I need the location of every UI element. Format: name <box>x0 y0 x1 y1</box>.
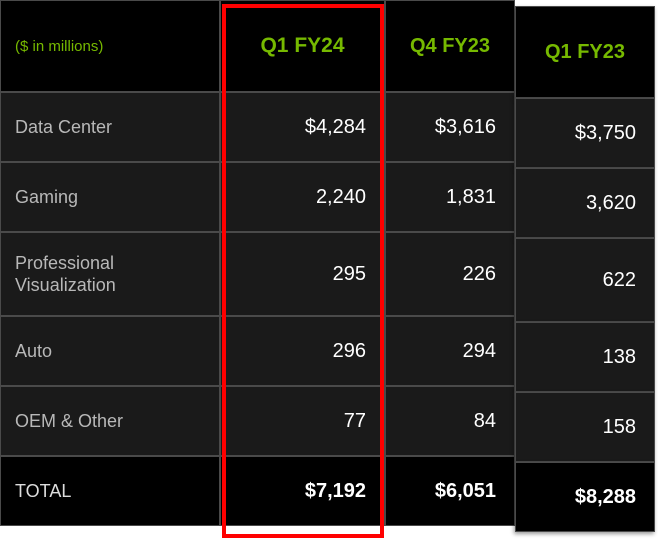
row-label: Auto <box>0 316 220 386</box>
total-value: $7,192 <box>220 456 385 526</box>
cell-value: 1,831 <box>385 162 515 232</box>
table-header-row: ($ in millions) Q1 FY24 Q4 FY23 Q1 FY23 <box>0 0 655 92</box>
cell-value: $3,616 <box>385 92 515 162</box>
col-header-q4fy23: Q4 FY23 <box>385 0 515 92</box>
cell-value: 3,620 <box>515 168 655 238</box>
cell-value: 2,240 <box>220 162 385 232</box>
cell-value: 622 <box>515 238 655 322</box>
cell-value: 226 <box>385 232 515 316</box>
table-row: OEM & Other 77 84 158 <box>0 386 655 456</box>
cell-value: 138 <box>515 322 655 392</box>
table-total-row: TOTAL $7,192 $6,051 $8,288 <box>0 456 655 526</box>
row-label: Data Center <box>0 92 220 162</box>
table-row: Auto 296 294 138 <box>0 316 655 386</box>
col-header-q1fy24: Q1 FY24 <box>220 0 385 92</box>
cell-value: 158 <box>515 392 655 462</box>
cell-value: $3,750 <box>515 98 655 168</box>
total-value: $8,288 <box>515 462 655 532</box>
revenue-table-container: ($ in millions) Q1 FY24 Q4 FY23 Q1 FY23 … <box>0 0 655 526</box>
total-label: TOTAL <box>0 456 220 526</box>
table-row: Data Center $4,284 $3,616 $3,750 <box>0 92 655 162</box>
revenue-table: ($ in millions) Q1 FY24 Q4 FY23 Q1 FY23 … <box>0 0 655 526</box>
cell-value: $4,284 <box>220 92 385 162</box>
unit-label-header: ($ in millions) <box>0 0 220 92</box>
cell-value: 294 <box>385 316 515 386</box>
cell-value: 77 <box>220 386 385 456</box>
total-value: $6,051 <box>385 456 515 526</box>
cell-value: 295 <box>220 232 385 316</box>
cell-value: 296 <box>220 316 385 386</box>
row-label: Gaming <box>0 162 220 232</box>
row-label: Professional Visualization <box>0 232 220 316</box>
row-label: OEM & Other <box>0 386 220 456</box>
cell-value: 84 <box>385 386 515 456</box>
table-row: Professional Visualization 295 226 622 <box>0 232 655 316</box>
table-row: Gaming 2,240 1,831 3,620 <box>0 162 655 232</box>
col-header-q1fy23: Q1 FY23 <box>515 6 655 98</box>
